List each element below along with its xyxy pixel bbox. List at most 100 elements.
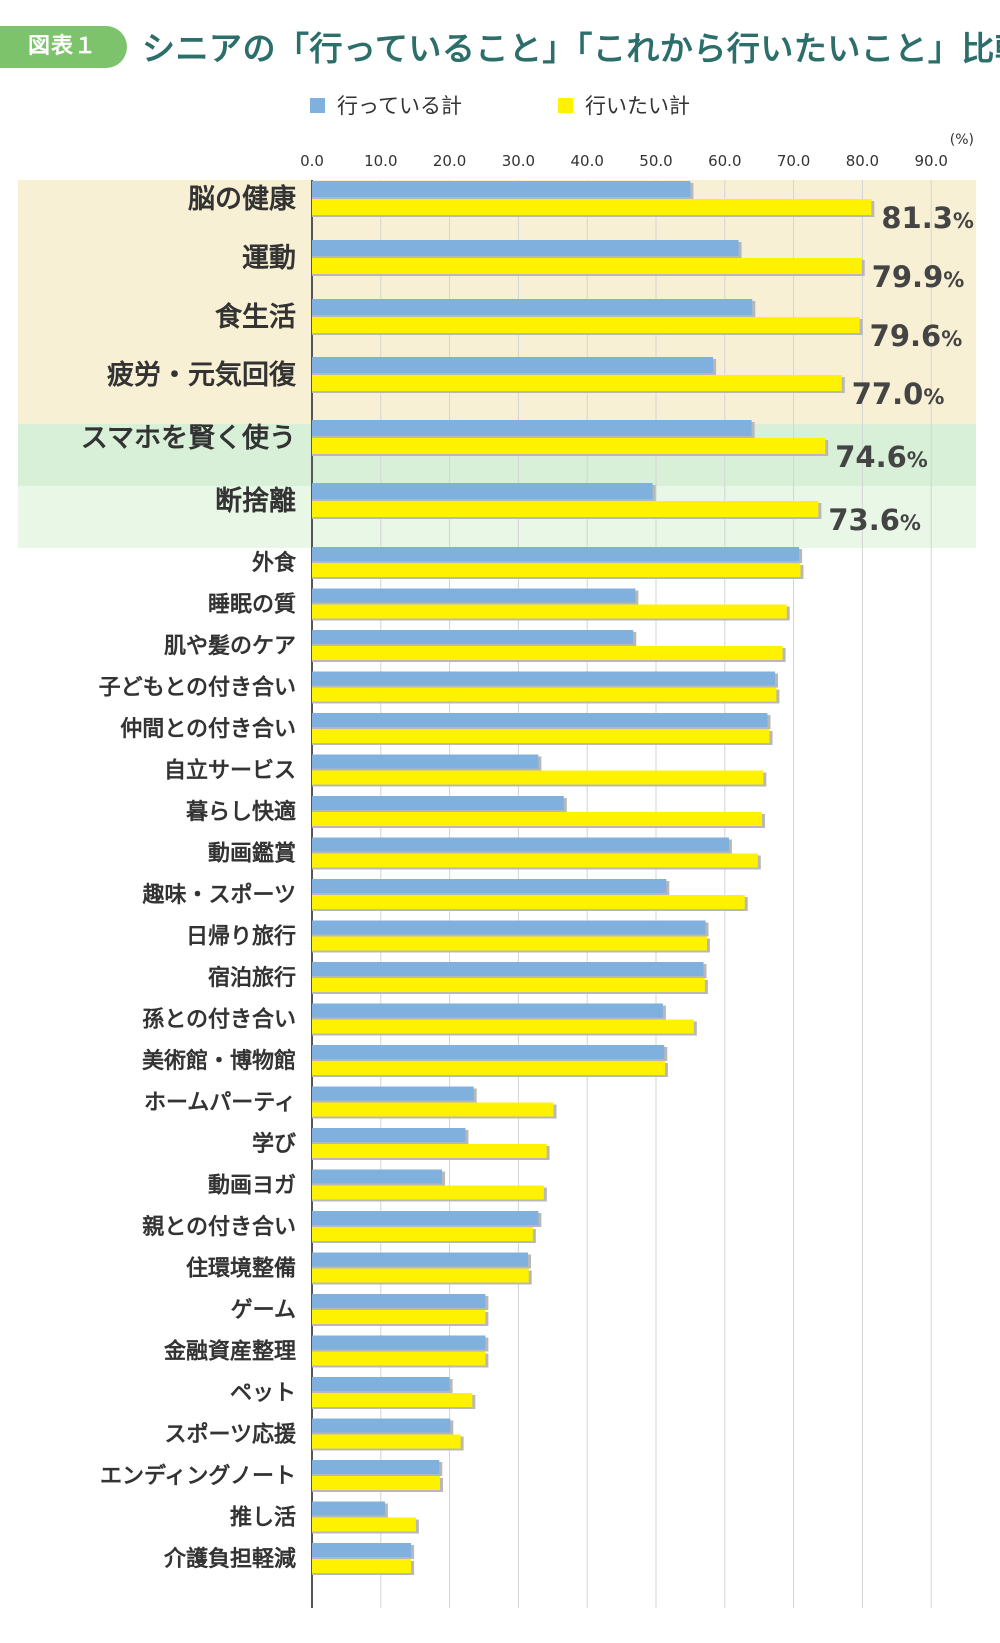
bar-current — [312, 357, 714, 373]
bar-desired — [312, 501, 819, 517]
bar-current — [312, 879, 667, 893]
bar-desired — [312, 978, 705, 992]
bar-current — [312, 1128, 466, 1142]
category-label: エンディングノート — [100, 1463, 296, 1489]
category-label: 疲労・元気回復 — [107, 359, 297, 391]
bar-current — [312, 1543, 412, 1557]
category-label: スポーツ応援 — [164, 1422, 297, 1448]
bar-desired — [312, 1310, 486, 1324]
bar-current — [312, 671, 776, 686]
category-label: ペット — [230, 1381, 296, 1406]
category-label: 美術館・博物館 — [142, 1048, 296, 1074]
bar-current — [312, 1003, 663, 1018]
category-label: 自立サービス — [164, 758, 296, 784]
data-label-unit: % — [923, 385, 944, 409]
bar-current — [312, 420, 752, 436]
category-label: 運動 — [242, 243, 296, 274]
data-label-unit: % — [953, 209, 974, 233]
bar-desired — [312, 1227, 533, 1241]
bar-desired — [312, 1351, 486, 1366]
category-label: 睡眠の質 — [208, 593, 296, 618]
bar-current — [312, 1335, 486, 1350]
bar-current — [312, 588, 636, 603]
tick-label-40: 40.0 — [570, 152, 603, 170]
bar-current — [312, 1418, 451, 1433]
data-label-unit: % — [941, 327, 962, 351]
bar-desired — [312, 1102, 554, 1117]
data-label-unit: % — [907, 448, 928, 472]
bar-desired — [312, 812, 762, 826]
data-label-unit: % — [943, 268, 964, 292]
bar-current — [312, 1045, 665, 1059]
unit-label: (%) — [950, 132, 974, 148]
tick-label-20: 20.0 — [433, 152, 466, 170]
bar-current — [312, 181, 691, 197]
bar-desired — [312, 1393, 473, 1407]
legend-item-current: 行っている計 — [310, 90, 462, 120]
bar-current — [312, 1377, 450, 1391]
tick-label-80: 80.0 — [846, 152, 879, 170]
bar-desired — [312, 317, 860, 333]
bar-current — [312, 796, 564, 810]
bar-current — [312, 754, 539, 769]
category-label: 肌や髪のケア — [164, 634, 296, 659]
bar-current — [312, 1460, 440, 1474]
bar-desired — [312, 687, 777, 702]
category-label: 断捨離 — [215, 485, 296, 517]
bar-current — [312, 630, 634, 644]
bar-desired — [312, 199, 872, 215]
category-label: 暮らし快適 — [185, 799, 296, 825]
bar-desired — [312, 853, 758, 868]
bar-current — [312, 1169, 443, 1184]
bar-current — [312, 1252, 529, 1267]
bar-desired — [312, 375, 842, 391]
category-label: 宿泊旅行 — [208, 965, 296, 991]
bar-current — [312, 837, 729, 852]
bar-desired — [312, 1268, 529, 1283]
bar-desired — [312, 1517, 416, 1532]
bar-desired — [312, 1061, 665, 1075]
category-label: 孫との付き合い — [142, 1007, 296, 1033]
category-label: 推し活 — [230, 1506, 296, 1531]
data-label-unit: % — [900, 511, 921, 535]
category-label: 外食 — [252, 550, 297, 576]
category-label: ゲーム — [231, 1298, 296, 1323]
bar-current — [312, 299, 753, 315]
category-label: 子どもとの付き合い — [99, 675, 296, 701]
bar-current — [312, 1294, 486, 1308]
tick-label-90: 90.0 — [914, 152, 947, 170]
bars — [312, 181, 875, 1575]
category-label: 学び — [252, 1131, 296, 1157]
category-label: 日帰り旅行 — [186, 924, 296, 950]
bar-desired — [312, 438, 826, 454]
bar-desired — [312, 936, 707, 951]
bar-desired — [312, 1476, 440, 1490]
bar-desired — [312, 1144, 547, 1158]
bar-desired — [312, 1434, 461, 1449]
category-label: 食生活 — [215, 301, 296, 333]
category-label: ホームパーティ — [144, 1091, 296, 1116]
bar-current — [312, 1501, 385, 1516]
tick-label-60: 60.0 — [708, 152, 741, 170]
x-axis-ticks: 0.0 10.0 20.0 30.0 40.0 50.0 60.0 70.0 80.0 90.0(… — [300, 132, 974, 170]
category-label: 動画鑑賞 — [208, 841, 296, 867]
tick-label-10: 10.0 — [364, 152, 397, 170]
category-label: 親との付き合い — [142, 1214, 296, 1240]
bar-desired — [312, 258, 862, 274]
bar-desired — [312, 563, 801, 577]
tick-label-70: 70.0 — [777, 152, 810, 170]
category-label: スマホを賢く使う — [81, 423, 296, 454]
category-label: 金融資産整理 — [163, 1339, 296, 1365]
bar-current — [312, 240, 739, 256]
header: 図表１ シニアの「行っていること」「これから行いたいこと」比較 — [0, 0, 1000, 90]
bar-desired — [312, 1019, 694, 1034]
category-label: 動画ヨガ — [208, 1174, 296, 1199]
bar-current — [312, 1086, 474, 1101]
category-label: 住環境整備 — [186, 1256, 296, 1282]
tick-label-0: 0.0 — [300, 152, 324, 170]
legend-swatch-desired — [558, 97, 573, 113]
category-label: 趣味・スポーツ — [141, 882, 296, 908]
tick-label-50: 50.0 — [639, 152, 672, 170]
category-label: 仲間との付き合い — [120, 716, 296, 742]
